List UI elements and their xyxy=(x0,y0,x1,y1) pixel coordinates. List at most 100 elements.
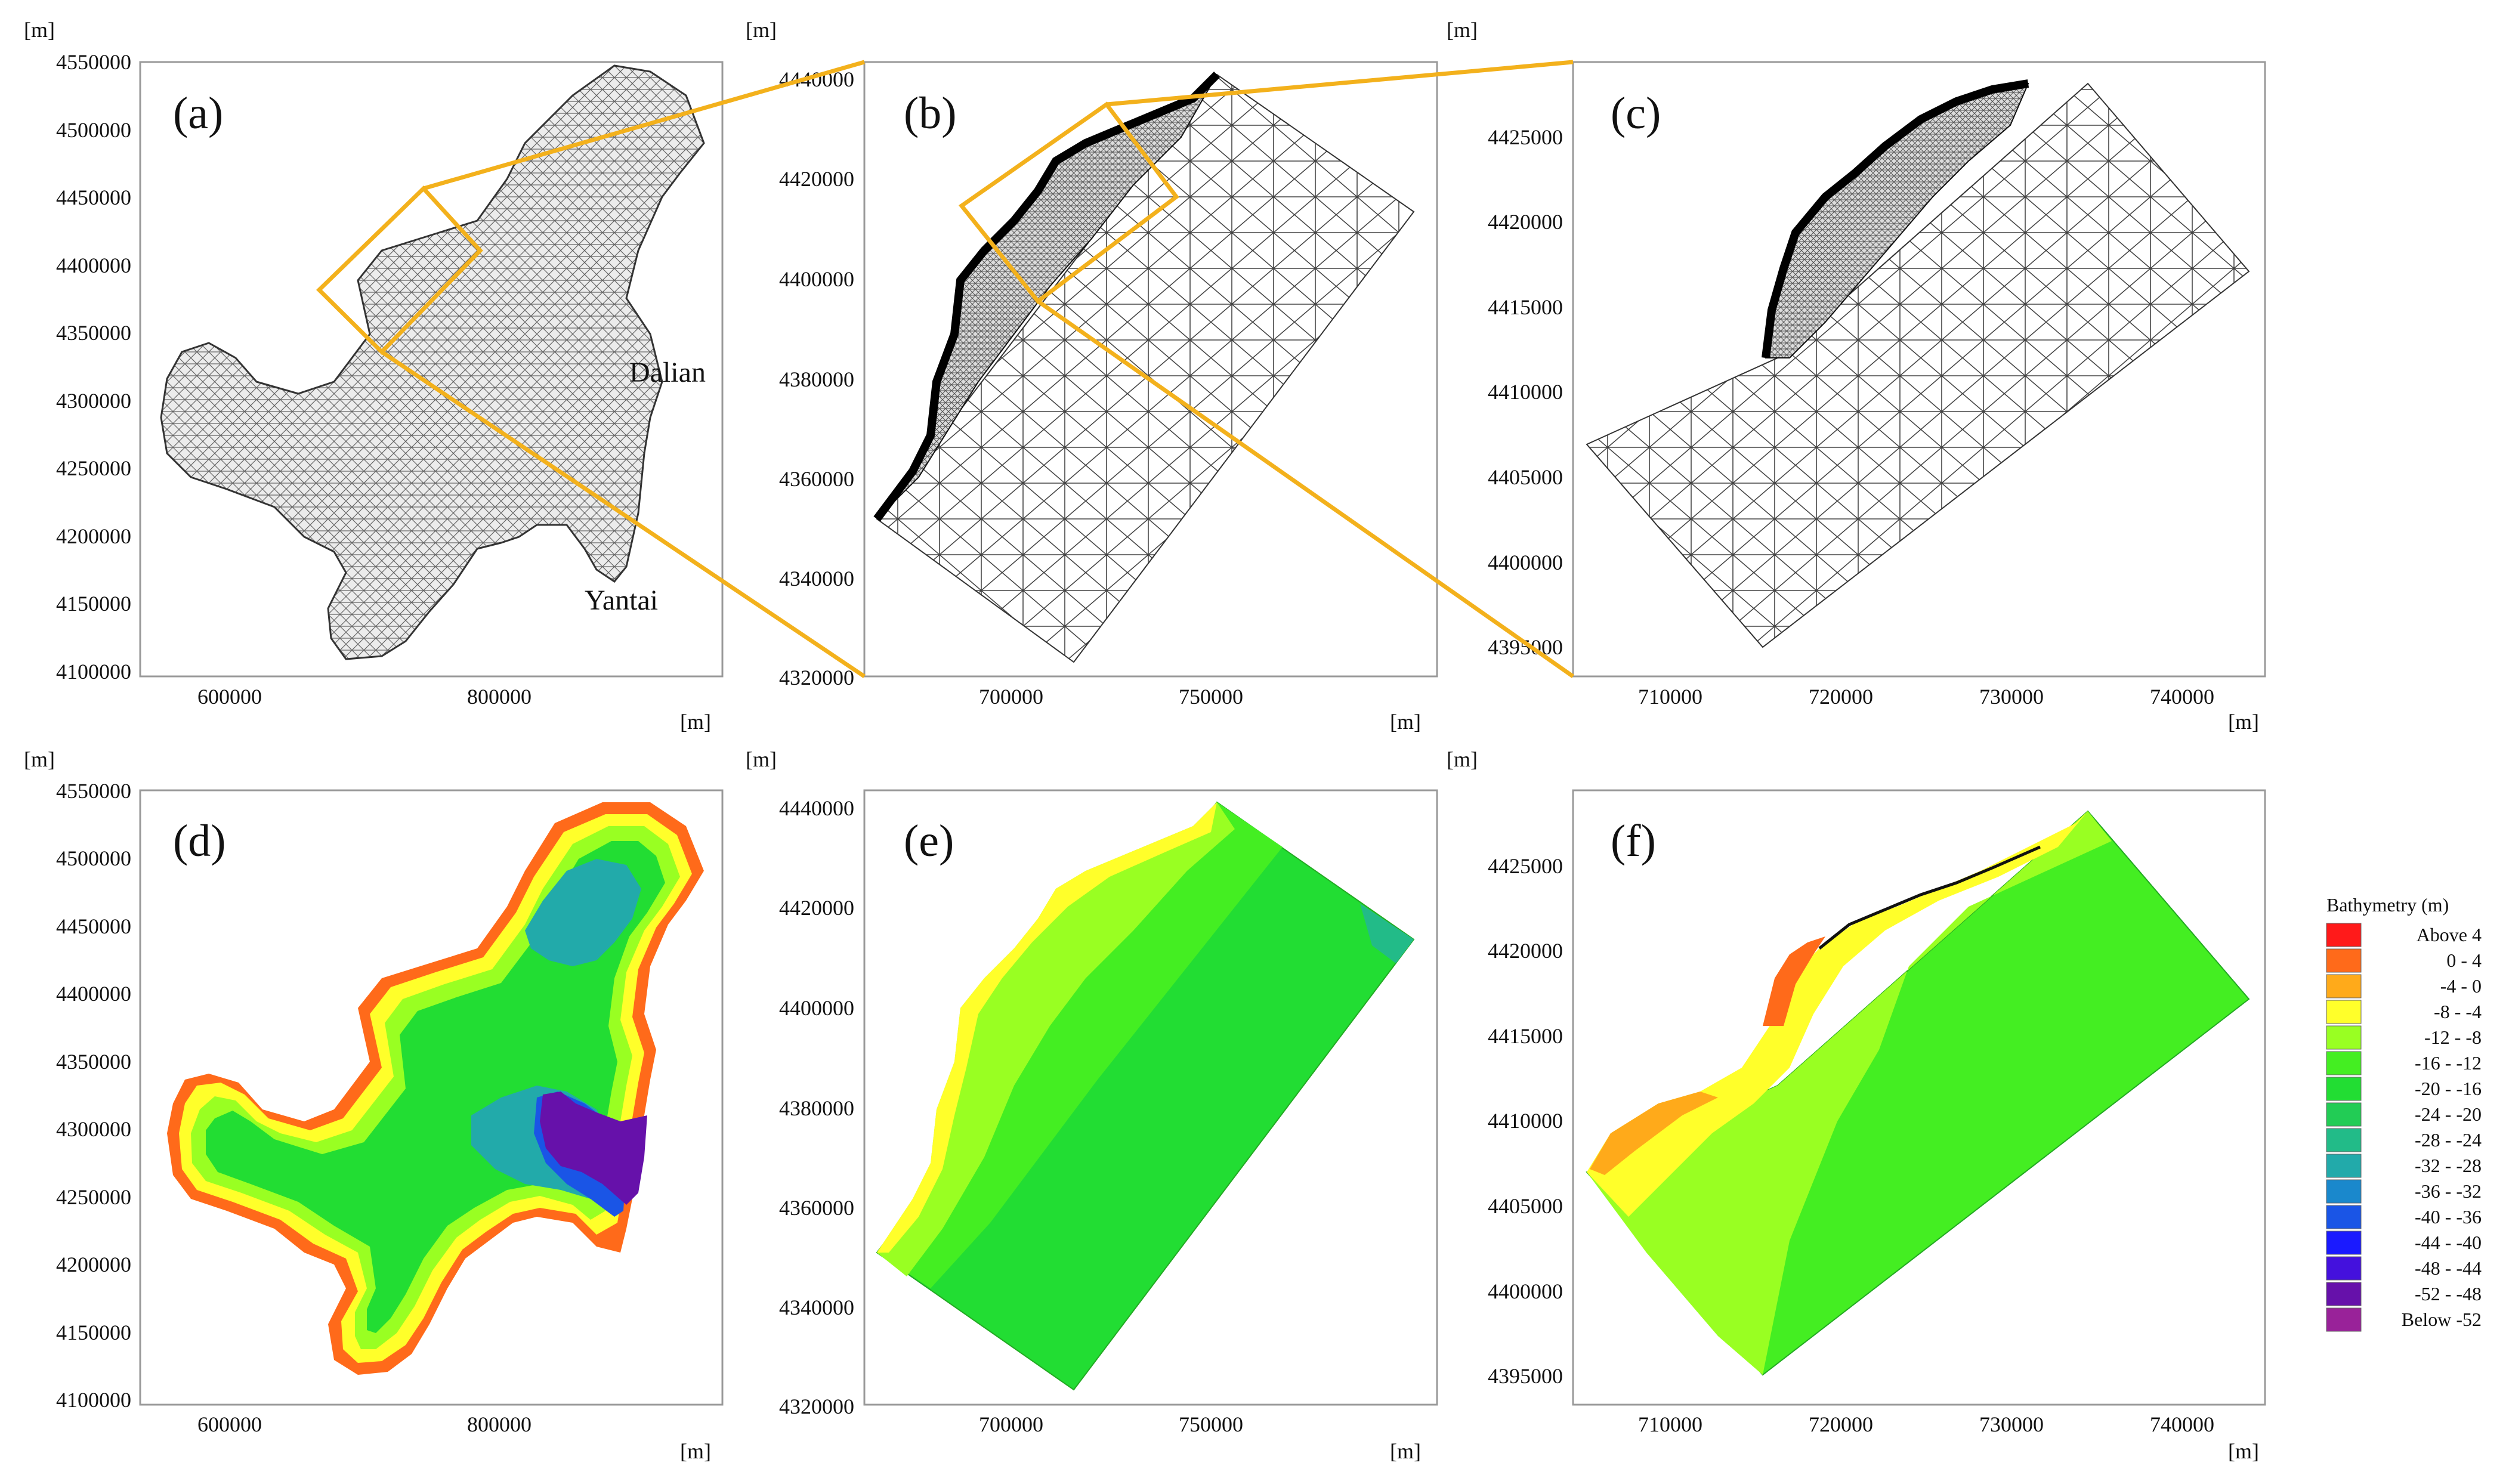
y-tick: 4410000 xyxy=(1488,1109,1563,1133)
panel-e-xticks: 700000 750000 xyxy=(979,1412,1243,1436)
legend-swatch xyxy=(2326,1307,2362,1332)
y-tick: 4250000 xyxy=(56,1185,131,1209)
legend-label: 0 - 4 xyxy=(2446,950,2482,971)
y-tick: 4400000 xyxy=(56,253,131,277)
panel-b-y-unit: [m] xyxy=(746,18,777,42)
panel-e-band-teal xyxy=(1360,904,1414,963)
panel-c-yticks: 4425000 4420000 4415000 4410000 4405000 … xyxy=(1488,125,1563,659)
panel-a-xticks: 600000 800000 xyxy=(197,685,532,709)
legend-swatch xyxy=(2326,1077,2362,1101)
y-tick: 4420000 xyxy=(779,167,854,191)
y-tick: 4340000 xyxy=(779,1296,854,1319)
y-tick: 4415000 xyxy=(1488,1024,1563,1048)
legend-label: -40 - -36 xyxy=(2415,1206,2482,1228)
x-tick: 740000 xyxy=(2150,685,2214,709)
x-tick: 720000 xyxy=(1809,1412,1873,1436)
panel-b-label: (b) xyxy=(904,88,957,138)
y-tick: 4350000 xyxy=(56,321,131,345)
y-tick: 4405000 xyxy=(1488,1194,1563,1218)
panel-b: [m] [m] (b) 4440000 4420000 4400000 4380… xyxy=(746,18,1438,734)
y-tick: 4550000 xyxy=(56,779,131,803)
x-tick: 710000 xyxy=(1638,1412,1702,1436)
x-tick: 700000 xyxy=(979,685,1043,709)
panel-c-mesh-coarse xyxy=(1586,82,2250,648)
panel-b-yticks: 4440000 4420000 4400000 4380000 4360000 … xyxy=(779,67,854,690)
panel-a-yantai: Yantai xyxy=(585,585,658,616)
legend-swatch xyxy=(2326,923,2362,947)
panel-c-y-unit: [m] xyxy=(1447,18,1478,42)
legend-label: -52 - -48 xyxy=(2415,1283,2482,1304)
y-tick: 4395000 xyxy=(1488,635,1563,659)
connector-a-b-top xyxy=(423,60,865,191)
legend-swatch xyxy=(2326,1154,2362,1178)
y-tick: 4425000 xyxy=(1488,125,1563,149)
panel-c-x-unit: [m] xyxy=(2228,710,2259,734)
panel-a-x-unit: [m] xyxy=(680,710,711,734)
panel-d-x-unit: [m] xyxy=(680,1439,711,1463)
y-tick: 4400000 xyxy=(1488,551,1563,574)
x-tick: 730000 xyxy=(1979,685,2044,709)
y-tick: 4380000 xyxy=(779,1096,854,1120)
panel-c-coast xyxy=(1762,79,2029,358)
y-tick: 4500000 xyxy=(56,846,131,870)
legend-swatch xyxy=(2326,1025,2362,1050)
y-tick: 4200000 xyxy=(56,524,131,548)
y-tick: 4400000 xyxy=(56,982,131,1006)
y-tick: 4300000 xyxy=(56,389,131,413)
y-tick: 4450000 xyxy=(56,186,131,209)
legend-label: -4 - 0 xyxy=(2440,975,2482,997)
y-tick: 4400000 xyxy=(779,996,854,1020)
panel-c-label: (c) xyxy=(1611,88,1661,138)
legend-label: -20 - -16 xyxy=(2415,1078,2482,1099)
y-tick: 4500000 xyxy=(56,118,131,142)
panel-e-band-yellow xyxy=(877,802,1217,1253)
panel-d-band-teal xyxy=(525,859,641,966)
y-tick: 4150000 xyxy=(56,1321,131,1344)
legend-label: -8 - -4 xyxy=(2434,1001,2482,1022)
x-tick: 710000 xyxy=(1638,685,1702,709)
legend-label: -24 - -20 xyxy=(2415,1103,2482,1125)
y-tick: 4410000 xyxy=(1488,380,1563,404)
panel-d-band-purple xyxy=(540,1092,647,1205)
y-tick: 4320000 xyxy=(779,1395,854,1418)
legend-swatch xyxy=(2326,974,2362,998)
y-tick: 4440000 xyxy=(779,67,854,91)
legend-swatch xyxy=(2326,948,2362,973)
legend-label: -44 - -40 xyxy=(2415,1232,2482,1253)
panel-a-zoom-box xyxy=(316,185,483,355)
legend-swatch xyxy=(2326,1256,2362,1281)
legend-title: Bathymetry (m) xyxy=(2326,894,2449,916)
legend-swatch xyxy=(2326,1282,2362,1306)
panel-f-x-unit: [m] xyxy=(2228,1439,2259,1463)
panel-b-coast xyxy=(873,72,1220,522)
x-tick: 800000 xyxy=(467,1412,532,1436)
y-tick: 4420000 xyxy=(1488,939,1563,963)
legend-label: -28 - -24 xyxy=(2415,1129,2482,1151)
panel-f-band-orange xyxy=(1590,1092,1718,1175)
panel-d-label: (d) xyxy=(173,816,226,866)
panel-e-label: (e) xyxy=(904,816,954,866)
y-tick: 4360000 xyxy=(779,1196,854,1220)
panel-f-coast xyxy=(1818,845,2041,950)
y-tick: 4395000 xyxy=(1488,1364,1563,1388)
panel-c: [m] [m] (c) 4425000 4420000 4415000 4410… xyxy=(1447,18,2266,734)
panel-a-dalian: Dalian xyxy=(629,357,706,388)
panel-e-x-unit: [m] xyxy=(1390,1439,1421,1463)
y-tick: 4440000 xyxy=(779,796,854,820)
y-tick: 4250000 xyxy=(56,456,131,480)
panel-a-y-unit: [m] xyxy=(24,18,55,42)
legend-swatch xyxy=(2326,1000,2362,1024)
y-tick: 4320000 xyxy=(779,666,854,690)
legend-label: -48 - -44 xyxy=(2415,1257,2482,1279)
panel-f-y-unit: [m] xyxy=(1447,747,1478,771)
panel-c-xticks: 710000 720000 730000 740000 xyxy=(1638,685,2214,709)
x-tick: 800000 xyxy=(467,685,532,709)
panel-e-yticks: 4440000 4420000 4400000 4380000 4360000 … xyxy=(779,796,854,1418)
panel-f-xticks: 710000 720000 730000 740000 xyxy=(1638,1412,2214,1436)
x-tick: 740000 xyxy=(2150,1412,2214,1436)
panel-f-label: (f) xyxy=(1611,816,1656,866)
y-tick: 4415000 xyxy=(1488,295,1563,319)
x-tick: 700000 xyxy=(979,1412,1043,1436)
y-tick: 4150000 xyxy=(56,592,131,616)
